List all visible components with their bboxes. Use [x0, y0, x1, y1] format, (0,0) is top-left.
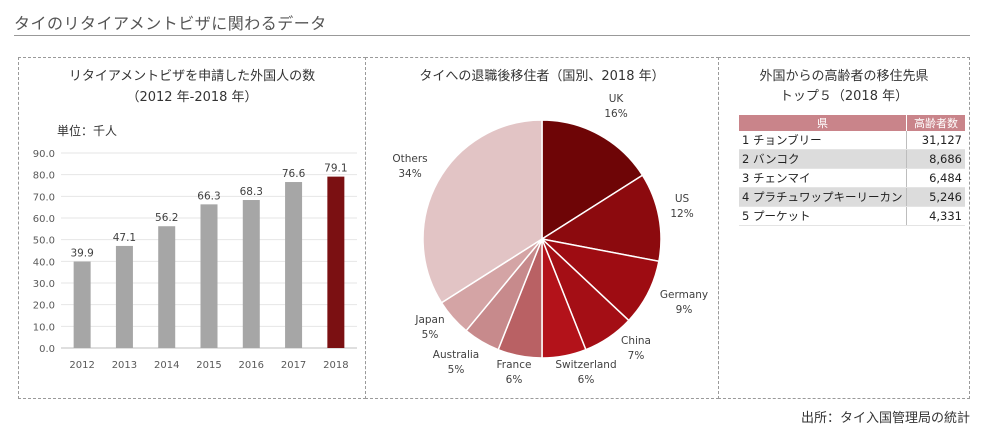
pie-percent-label: 6% [578, 374, 595, 386]
bar-data-label: 79.1 [324, 163, 347, 175]
bar-data-label: 66.3 [197, 190, 220, 202]
y-tick-label: 90.0 [33, 149, 55, 160]
y-tick-label: 50.0 [33, 236, 55, 247]
x-tick-label: 2012 [69, 360, 94, 371]
bar-data-label: 76.6 [282, 168, 306, 180]
bar-data-label: 56.2 [155, 212, 178, 224]
x-tick-label: 2018 [323, 360, 348, 371]
source-note: 出所：タイ入国管理局の統計 [800, 411, 970, 426]
pie-label: Germany [660, 289, 708, 301]
header-prefecture: 県 [739, 115, 907, 131]
pie-chart-title: タイへの退職後移住者（国別、2018 年） [419, 69, 665, 84]
pie-percent-label: 6% [506, 374, 523, 386]
x-tick-label: 2015 [196, 360, 221, 371]
table-row: 5 プーケット 4,331 [739, 206, 965, 226]
y-tick-label: 0.0 [39, 344, 55, 355]
row-label: 2 バンコク [739, 149, 907, 169]
table-row: 2 バンコク 8,686 [739, 149, 965, 169]
x-tick-label: 2017 [281, 360, 306, 371]
pie-label: France [497, 359, 532, 371]
row-label: 3 チェンマイ [739, 168, 907, 188]
bar-data-label: 68.3 [240, 186, 263, 198]
y-tick-label: 30.0 [33, 279, 55, 290]
pie-percent-label: 16% [604, 108, 627, 120]
y-tick-label: 10.0 [33, 322, 55, 333]
table-row: 3 チェンマイ 6,484 [739, 168, 965, 188]
bar-chart-title-line2: （2012 年-2018 年） [126, 90, 258, 105]
header-count: 高齢者数 [906, 115, 965, 131]
row-value: 5,246 [906, 187, 965, 207]
page-title: タイのリタイアメントビザに関わるデータ [14, 14, 327, 33]
row-value: 8,686 [906, 149, 965, 169]
row-label: 1 チョンブリー [739, 131, 907, 150]
y-tick-label: 40.0 [33, 257, 55, 268]
y-tick-label: 20.0 [33, 301, 55, 312]
bar-2012 [73, 261, 91, 348]
bar-2017 [285, 182, 303, 348]
row-label: 4 プラチュワップキーリーカン [739, 187, 907, 207]
y-tick-label: 80.0 [33, 171, 55, 182]
table-row: 1 チョンブリー 31,127 [739, 131, 965, 150]
pie-slice-uk [541, 119, 644, 241]
pie-percent-label: 9% [676, 304, 693, 316]
pie-label: US [675, 193, 690, 205]
pie-label: China [621, 335, 651, 347]
bar-chart-unit-label: 単位：千人 [57, 124, 118, 138]
x-tick-label: 2013 [112, 360, 137, 371]
pie-percent-label: 12% [670, 208, 693, 220]
bar-data-label: 47.1 [113, 232, 136, 244]
pie-label: Australia [433, 349, 479, 361]
table-header-row: 県 高齢者数 [739, 115, 965, 131]
pie-chart: UK 16% US 12% Germany 9% China 7% Switzerland 6% F… [392, 93, 708, 386]
bar-2018 [327, 176, 345, 348]
bar-2015 [200, 204, 218, 348]
pie-percent-label: 5% [422, 329, 439, 341]
bar-chart-panel: リタイアメントビザを申請した外国人の数 （2012 年-2018 年） 単位：千… [18, 57, 366, 399]
pie-label: Japan [414, 314, 444, 326]
row-value: 6,484 [906, 168, 965, 188]
pie-chart-panel: タイへの退職後移住者（国別、2018 年） UK 16% US 12% Germany 9… [365, 57, 719, 399]
pie-slice-others [422, 119, 543, 304]
bar-data-label: 39.9 [70, 248, 93, 260]
table-title-line2: トップ５（2018 年） [779, 89, 909, 104]
pie-label: UK [609, 93, 625, 105]
ranking-table: 県 高齢者数 1 チョンブリー 31,127 2 バンコク 8,686 3 チェ… [739, 115, 965, 226]
y-tick-label: 70.0 [33, 192, 55, 203]
x-tick-label: 2016 [239, 360, 264, 371]
pie-percent-label: 5% [448, 364, 465, 376]
pie-label: Switzerland [555, 359, 616, 371]
table-row: 4 プラチュワップキーリーカン 5,246 [739, 187, 965, 207]
pie-percent-label: 34% [398, 168, 421, 180]
row-value: 31,127 [906, 131, 965, 150]
x-tick-label: 2014 [154, 360, 179, 371]
title-divider [14, 35, 970, 36]
table-title-line1: 外国からの高齢者の移住先県 [759, 69, 929, 84]
bar-chart: 0.0 10.0 20.0 30.0 40.0 50.0 60.0 70.0 80.0 90.0 3… [33, 149, 357, 371]
ranking-table-panel: 外国からの高齢者の移住先県 トップ５（2018 年） 県 高齢者数 1 チョンブ… [718, 57, 970, 399]
row-value: 4,331 [906, 206, 965, 226]
pie-slice-us [539, 174, 662, 263]
bar-2016 [242, 200, 260, 348]
bar-2014 [158, 226, 176, 348]
bar-chart-title-line1: リタイアメントビザを申請した外国人の数 [68, 69, 316, 84]
pie-label: Others [392, 153, 427, 165]
row-label: 5 プーケット [739, 206, 907, 226]
pie-percent-label: 7% [628, 350, 645, 362]
y-tick-label: 60.0 [33, 214, 55, 225]
bar-2013 [115, 245, 133, 348]
